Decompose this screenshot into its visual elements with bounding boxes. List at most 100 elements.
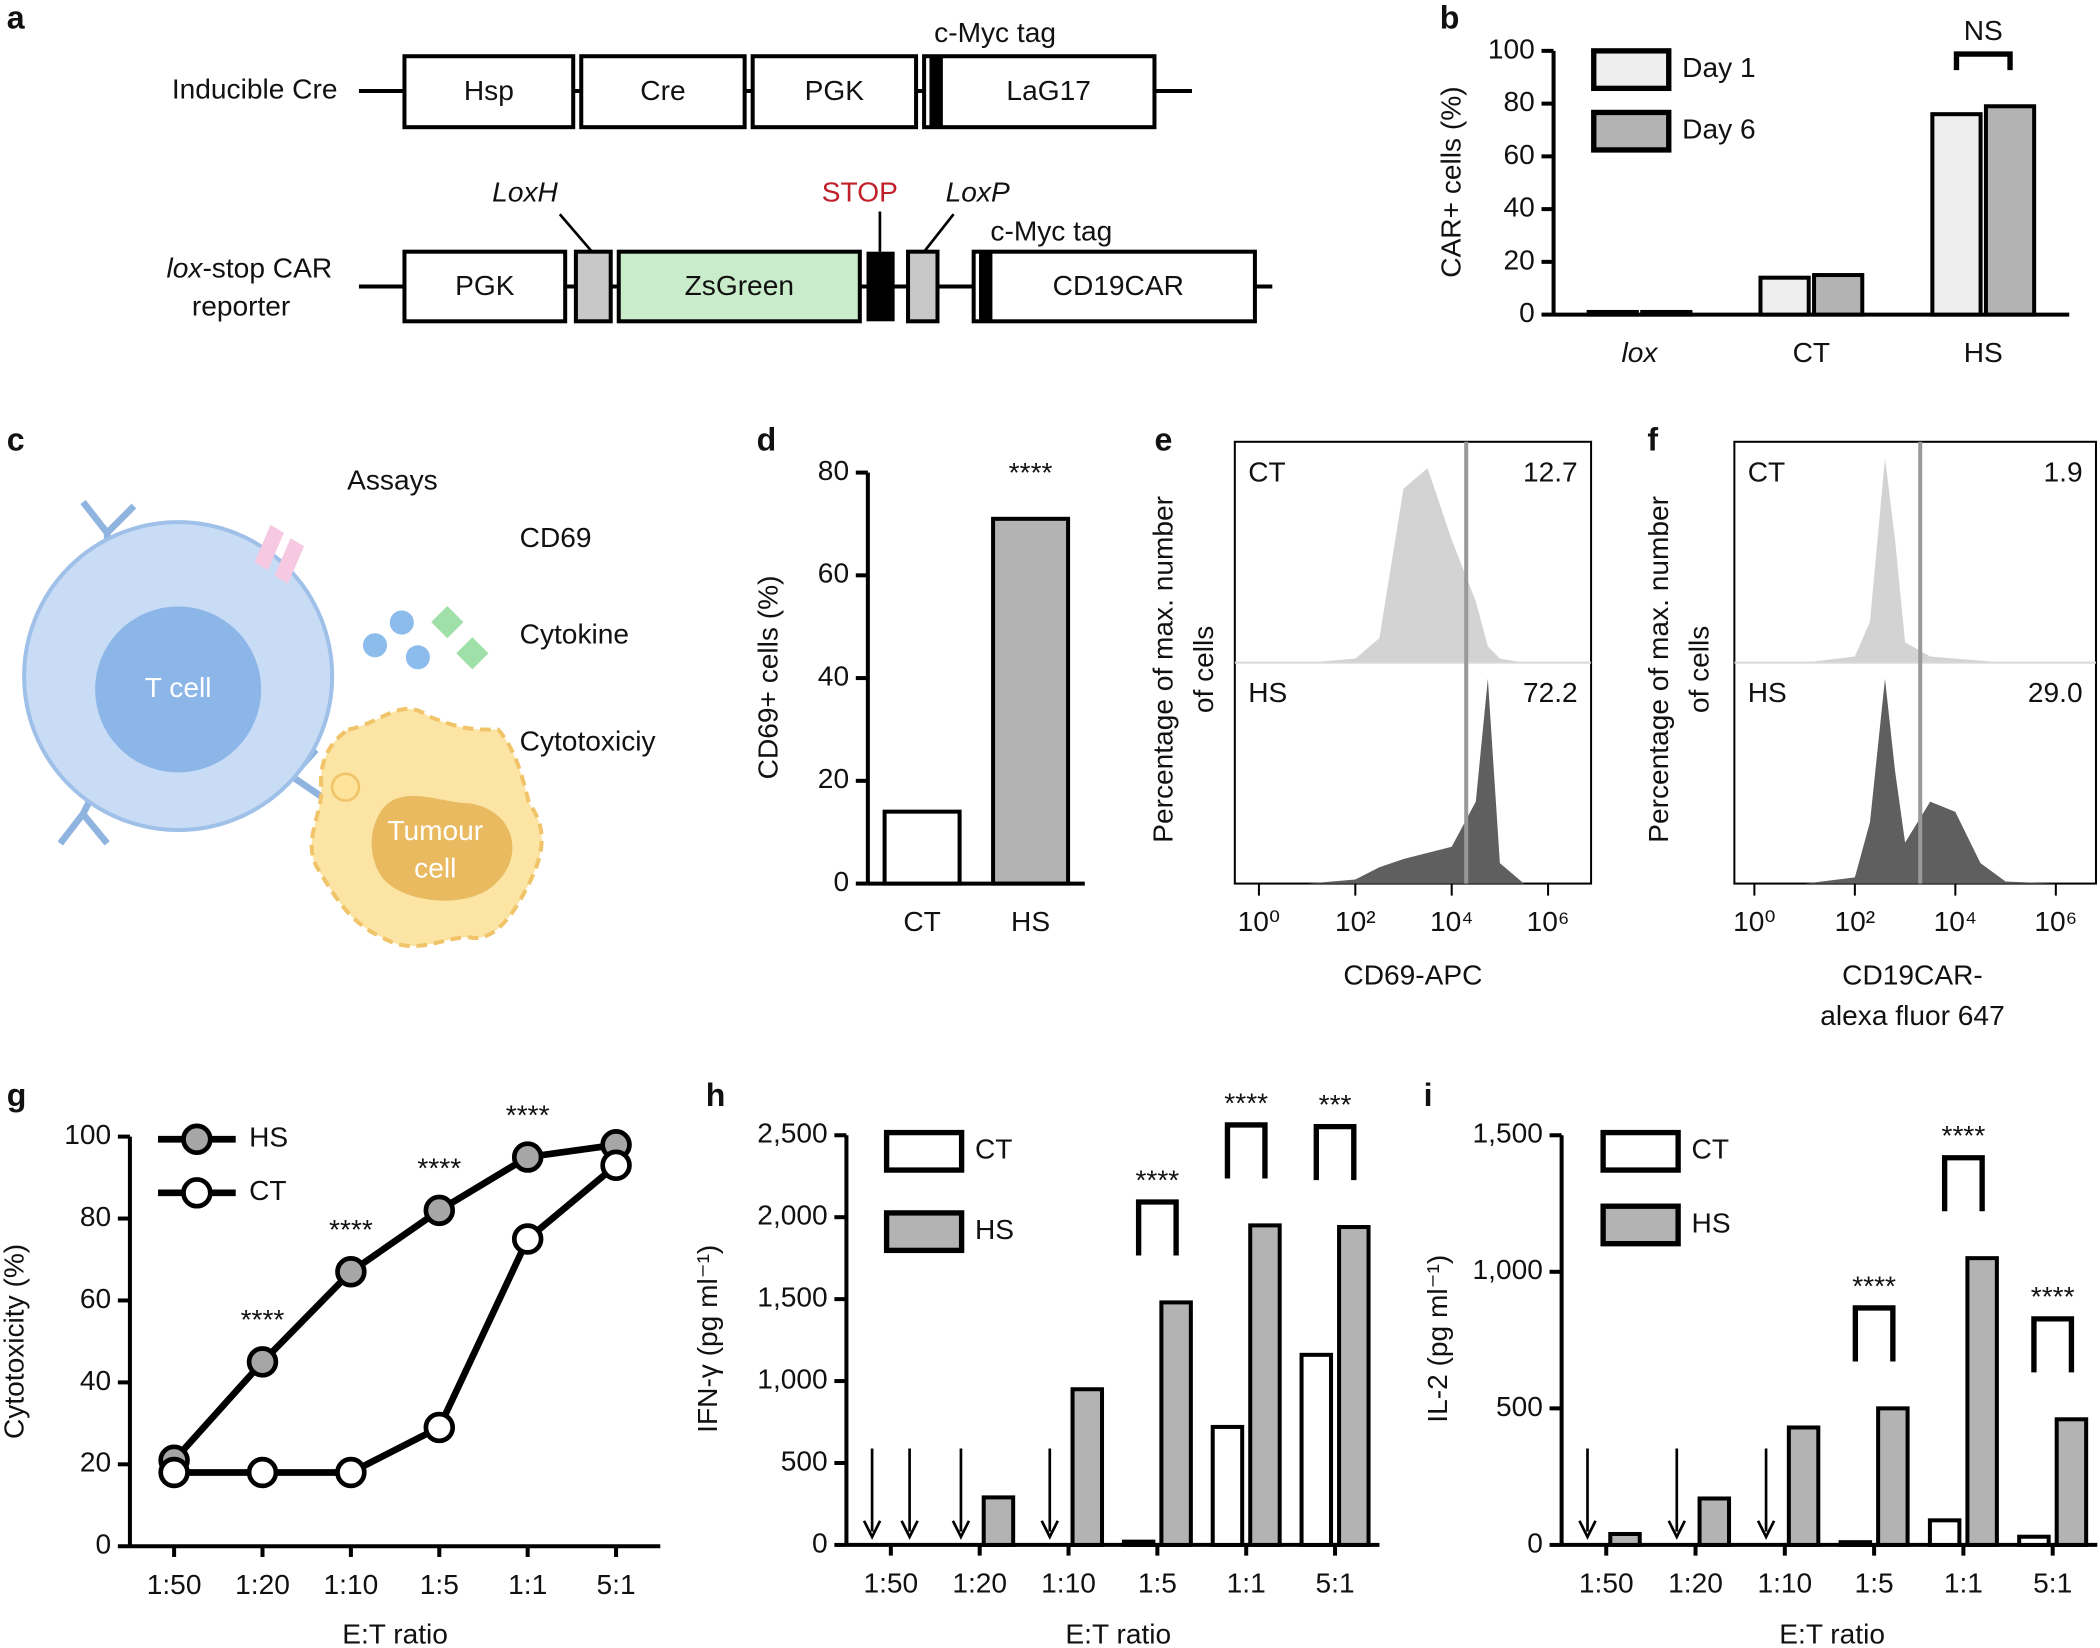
bar: [1337, 1225, 1371, 1547]
bar: [2017, 1534, 2051, 1547]
panel-letter: b: [1440, 0, 1460, 36]
bar: [1640, 309, 1693, 317]
histogram-area: [1754, 457, 2056, 663]
x-tick-label: 1:5: [1855, 1568, 1894, 1599]
x-axis-label: CD69-APC: [1343, 960, 1482, 991]
y-tick-label: 0: [812, 1527, 828, 1558]
x-tick-label: 1:20: [1668, 1568, 1723, 1599]
gate-percent: 29.0: [2028, 677, 2083, 708]
bar: [1927, 1518, 1962, 1547]
y-tick-label: 60: [80, 1283, 111, 1314]
bar: [1121, 1539, 1156, 1547]
element-label: Cre: [640, 75, 685, 106]
y-tick-label: 0: [1527, 1527, 1543, 1558]
not-detected-arrow-head: [1667, 1520, 1687, 1540]
x-tick-label: 1:1: [508, 1569, 547, 1600]
x-tick-label: 5:1: [2033, 1568, 2072, 1599]
x-tick-label: 1:5: [420, 1569, 459, 1600]
bar: [1210, 1424, 1245, 1547]
x-axis-label: E:T ratio: [1065, 1618, 1171, 1648]
significance-bracket: [1224, 1122, 1268, 1179]
significance-label: ****: [1009, 457, 1053, 488]
y-tick-label: 500: [781, 1445, 828, 1476]
y-tick-label: 1,500: [1472, 1118, 1542, 1149]
y-tick-label: 60: [1504, 139, 1535, 170]
cytokine-diamond: [431, 606, 464, 639]
x-tick-label: 10⁶: [2034, 906, 2077, 937]
panel-c: c T cell Tumour cell Assays CD69 Cytokin…: [7, 421, 656, 948]
bar: [1786, 1425, 1821, 1547]
not-detected-arrow-head: [1756, 1520, 1776, 1540]
bar: [882, 809, 962, 886]
construct-name-rest: -stop CAR: [202, 253, 332, 284]
y-axis-label: Cytotoxicity (%): [0, 1244, 29, 1439]
y-axis-label: of cells: [1683, 626, 1714, 713]
element-box: [971, 249, 1257, 324]
element-box: [616, 249, 862, 324]
x-tick-label: 1:5: [1138, 1568, 1177, 1599]
significance-bracket: [1135, 1199, 1179, 1256]
t-cell-nucleus: [95, 606, 262, 773]
element-label: LaG17: [1006, 75, 1090, 106]
x-tick-label: CT: [903, 906, 940, 937]
antigen: [330, 772, 361, 802]
bar: [2054, 1417, 2089, 1547]
marker: [335, 1256, 367, 1288]
y-tick-label: 0: [96, 1529, 112, 1560]
y-tick-label: 40: [80, 1365, 111, 1396]
significance-label: ****: [329, 1214, 373, 1245]
x-axis-label: E:T ratio: [1779, 1618, 1885, 1648]
sample-label: CT: [1248, 456, 1285, 487]
construct-name: reporter: [192, 290, 290, 321]
bar: [1983, 104, 2037, 317]
legend-swatch: [1600, 1129, 1681, 1173]
y-axis-label: of cells: [1188, 626, 1219, 713]
x-tick-label: lox: [1622, 337, 1659, 368]
construct-name: Inducible Cre: [172, 73, 338, 104]
bar: [1248, 1223, 1282, 1547]
marker: [246, 1346, 279, 1378]
x-tick-label: 10²: [1835, 906, 1876, 937]
y-axis-label: IL-2 (pg ml⁻¹): [1422, 1255, 1453, 1423]
element-label: CD19CAR: [1053, 270, 1184, 301]
gate-percent: 72.2: [1523, 677, 1578, 708]
tag-bar: [979, 251, 993, 322]
histogram-area: [1258, 468, 1549, 663]
x-tick-label: HS: [1964, 337, 2003, 368]
significance-label: ***: [1319, 1089, 1352, 1120]
significance-label: ****: [1942, 1120, 1986, 1151]
significance-label: ****: [241, 1304, 285, 1335]
legend-swatch: [1591, 48, 1672, 92]
y-axis-label: CAR+ cells (%): [1436, 86, 1467, 277]
element-label: Hsp: [464, 75, 514, 106]
legend-label: Day 1: [1682, 52, 1755, 83]
not-detected-arrow-head: [900, 1520, 919, 1540]
cytokine-diamond: [456, 637, 489, 670]
y-tick-label: 80: [1504, 86, 1535, 117]
bar: [1838, 1540, 1873, 1547]
element-box: [750, 54, 919, 130]
element-box: [922, 54, 1157, 130]
marker: [158, 1456, 190, 1489]
legend-marker: [181, 1177, 213, 1209]
x-tick-label: 1:50: [147, 1569, 202, 1600]
x-tick-label: 1:50: [1579, 1568, 1634, 1599]
lox-site: [906, 249, 940, 324]
x-tick-label: 1:10: [1041, 1568, 1096, 1599]
marker: [511, 1141, 544, 1173]
bar: [981, 1495, 1016, 1547]
x-axis-label: CD19CAR-: [1842, 960, 1983, 991]
panel-letter: f: [1647, 421, 1658, 457]
gate-percent: 1.9: [2044, 456, 2083, 487]
y-tick-label: 2,000: [757, 1200, 827, 1231]
y-tick-label: 100: [64, 1119, 111, 1150]
x-tick-label: 1:20: [952, 1568, 1007, 1599]
bar: [1812, 273, 1865, 317]
cd69-marker: [254, 524, 305, 584]
y-tick-label: 100: [1488, 33, 1535, 64]
not-detected-arrow-head: [1578, 1520, 1597, 1540]
bar: [991, 516, 1071, 886]
legend-swatch: [883, 1129, 965, 1173]
bar: [1159, 1300, 1193, 1547]
